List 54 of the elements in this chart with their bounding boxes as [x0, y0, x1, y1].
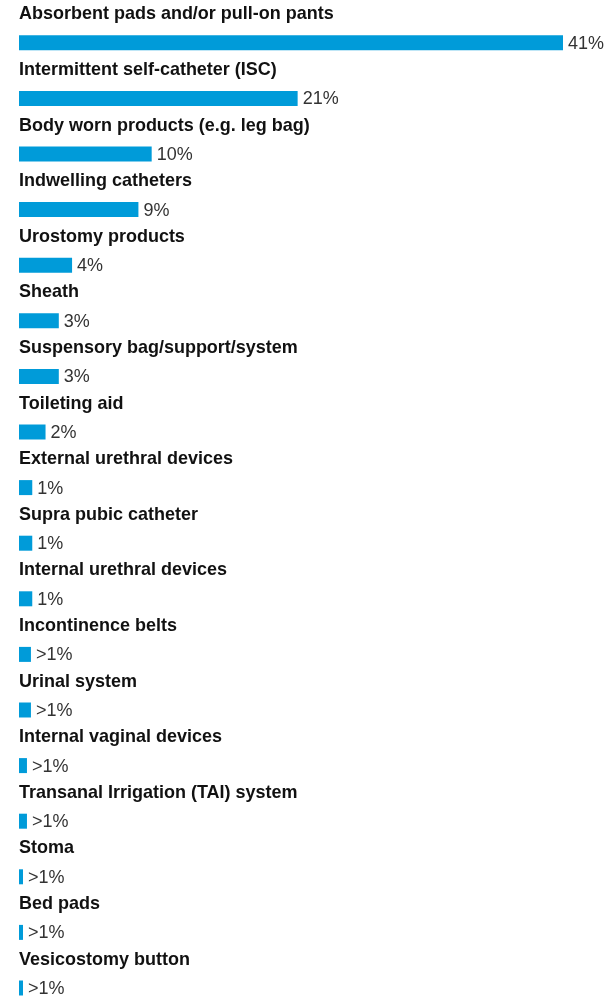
bar	[19, 202, 139, 218]
data-label: >1%	[31, 755, 69, 776]
data-label: >1%	[35, 700, 73, 720]
data-label: 4%	[77, 255, 104, 276]
data-label: 3%	[63, 366, 90, 387]
data-label: 2%	[50, 422, 77, 442]
y-tick-label: Absorbent pads and/or pull-on pants	[19, 3, 334, 24]
bar	[19, 924, 23, 940]
y-tick-label: Body worn products (e.g. leg bag)	[19, 114, 310, 135]
data-label: >1%	[27, 922, 65, 943]
y-tick-label: Supra pubic catheter	[19, 503, 198, 524]
data-label: 10%	[156, 144, 193, 164]
y-tick-label: Intermittent self-catheter (ISC)	[19, 59, 277, 80]
y-tick-label: Urinal system	[19, 670, 137, 691]
y-tick-label: Internal vaginal devices	[19, 726, 222, 747]
bar	[19, 646, 31, 662]
y-tick-label: Sheath	[19, 281, 79, 302]
data-label: 1%	[37, 477, 64, 498]
data-label: 1%	[37, 533, 64, 554]
bar	[19, 591, 33, 607]
y-tick-label: Bed pads	[19, 893, 100, 914]
bar	[19, 702, 31, 718]
bar	[19, 368, 59, 384]
bar	[19, 90, 298, 106]
bar	[19, 980, 23, 996]
y-tick-label: Incontinence belts	[19, 615, 177, 636]
y-tick-label: External urethral devices	[19, 448, 233, 469]
y-tick-label: Toileting aid	[19, 392, 124, 413]
data-label: 9%	[143, 199, 170, 220]
y-tick-label: Stoma	[19, 837, 75, 858]
y-tick-label: Vesicostomy button	[19, 948, 190, 969]
y-tick-label: Transanal Irrigation (TAI) system	[19, 781, 298, 802]
bar	[19, 35, 563, 51]
bar	[19, 758, 27, 774]
bar	[19, 869, 23, 885]
data-label: 21%	[302, 88, 339, 109]
bar	[19, 535, 33, 551]
data-label: 3%	[63, 310, 90, 331]
bar	[19, 313, 59, 329]
bar	[19, 146, 152, 162]
bar	[19, 424, 46, 440]
bar	[19, 813, 27, 829]
y-tick-label: Indwelling catheters	[19, 170, 192, 191]
bar	[19, 480, 33, 496]
data-label: >1%	[35, 644, 73, 665]
data-label: 41%	[568, 32, 604, 53]
data-label: >1%	[27, 866, 65, 887]
data-label: >1%	[31, 811, 69, 832]
bar	[19, 257, 73, 273]
y-tick-label: Internal urethral devices	[19, 559, 227, 580]
y-tick-label: Suspensory bag/support/system	[19, 337, 298, 358]
data-label: >1%	[27, 978, 65, 998]
y-tick-label: Urostomy products	[19, 225, 185, 246]
data-label: 1%	[37, 588, 64, 609]
